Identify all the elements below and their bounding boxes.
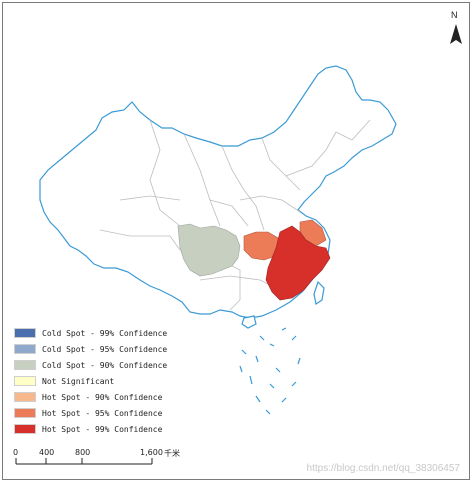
legend-label: Cold Spot - 90% Confidence	[42, 360, 168, 370]
legend-label: Cold Spot - 95% Confidence	[42, 344, 168, 354]
legend-item-hot-99: Hot Spot - 99% Confidence	[14, 421, 194, 437]
north-label: N	[451, 10, 458, 20]
country-outline	[39, 65, 397, 319]
region-cold-spot-90	[177, 223, 241, 277]
legend-item-cold-95: Cold Spot - 95% Confidence	[14, 341, 194, 357]
legend-item-not-significant: Not Significant	[14, 373, 194, 389]
north-arrow-icon	[450, 24, 462, 44]
legend-swatch	[14, 376, 36, 386]
legend: Cold Spot - 99% Confidence Cold Spot - 9…	[14, 325, 194, 437]
scale-tick-800: 800	[75, 448, 91, 457]
south-sea-islands	[239, 327, 301, 415]
scale-tick-0: 0	[13, 448, 19, 457]
legend-swatch	[14, 344, 36, 354]
island-hainan	[241, 315, 257, 329]
scale-tick-1600: 1,600	[140, 448, 163, 457]
legend-label: Hot Spot - 95% Confidence	[42, 408, 163, 418]
legend-label: Hot Spot - 99% Confidence	[42, 424, 163, 434]
legend-swatch	[14, 424, 36, 434]
scale-unit: 千米	[164, 449, 180, 458]
legend-swatch	[14, 392, 36, 402]
legend-swatch	[14, 408, 36, 418]
region-hot-spot-99	[265, 225, 331, 301]
watermark: https://blog.csdn.net/qq_38306457	[306, 463, 460, 474]
legend-label: Not Significant	[42, 376, 115, 386]
province-lines	[99, 119, 371, 311]
scale-bar	[15, 458, 153, 465]
scale-tick-400: 400	[39, 448, 55, 457]
legend-label: Cold Spot - 99% Confidence	[42, 328, 168, 338]
legend-item-cold-99: Cold Spot - 99% Confidence	[14, 325, 194, 341]
legend-swatch	[14, 360, 36, 370]
legend-item-hot-90: Hot Spot - 90% Confidence	[14, 389, 194, 405]
island-taiwan	[313, 280, 325, 305]
legend-item-hot-95: Hot Spot - 95% Confidence	[14, 405, 194, 421]
legend-item-cold-90: Cold Spot - 90% Confidence	[14, 357, 194, 373]
legend-swatch	[14, 328, 36, 338]
legend-label: Hot Spot - 90% Confidence	[42, 392, 163, 402]
